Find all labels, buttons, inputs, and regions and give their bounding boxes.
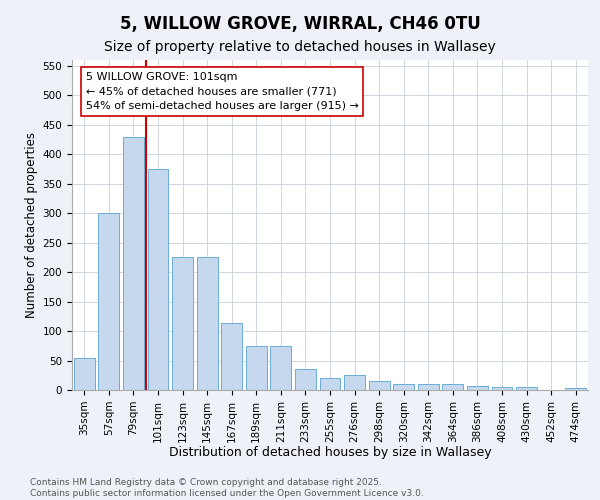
Text: Size of property relative to detached houses in Wallasey: Size of property relative to detached ho… xyxy=(104,40,496,54)
Bar xyxy=(295,370,316,390)
Bar xyxy=(98,213,119,390)
Bar xyxy=(271,346,292,390)
Bar xyxy=(565,388,586,390)
Bar xyxy=(148,169,169,390)
Bar xyxy=(418,384,439,390)
Y-axis label: Number of detached properties: Number of detached properties xyxy=(25,132,38,318)
Bar xyxy=(221,324,242,390)
Bar xyxy=(516,387,537,390)
Bar xyxy=(368,381,389,390)
Bar xyxy=(197,258,218,390)
Bar xyxy=(74,358,95,390)
Bar xyxy=(467,386,488,390)
Bar xyxy=(172,258,193,390)
Bar xyxy=(123,136,144,390)
Bar xyxy=(320,378,340,390)
Text: 5, WILLOW GROVE, WIRRAL, CH46 0TU: 5, WILLOW GROVE, WIRRAL, CH46 0TU xyxy=(119,15,481,33)
Bar xyxy=(491,387,512,390)
Bar xyxy=(246,346,267,390)
Bar xyxy=(442,384,463,390)
Bar xyxy=(393,384,414,390)
Bar xyxy=(344,376,365,390)
X-axis label: Distribution of detached houses by size in Wallasey: Distribution of detached houses by size … xyxy=(169,446,491,459)
Text: 5 WILLOW GROVE: 101sqm
← 45% of detached houses are smaller (771)
54% of semi-de: 5 WILLOW GROVE: 101sqm ← 45% of detached… xyxy=(86,72,358,112)
Text: Contains HM Land Registry data © Crown copyright and database right 2025.
Contai: Contains HM Land Registry data © Crown c… xyxy=(30,478,424,498)
